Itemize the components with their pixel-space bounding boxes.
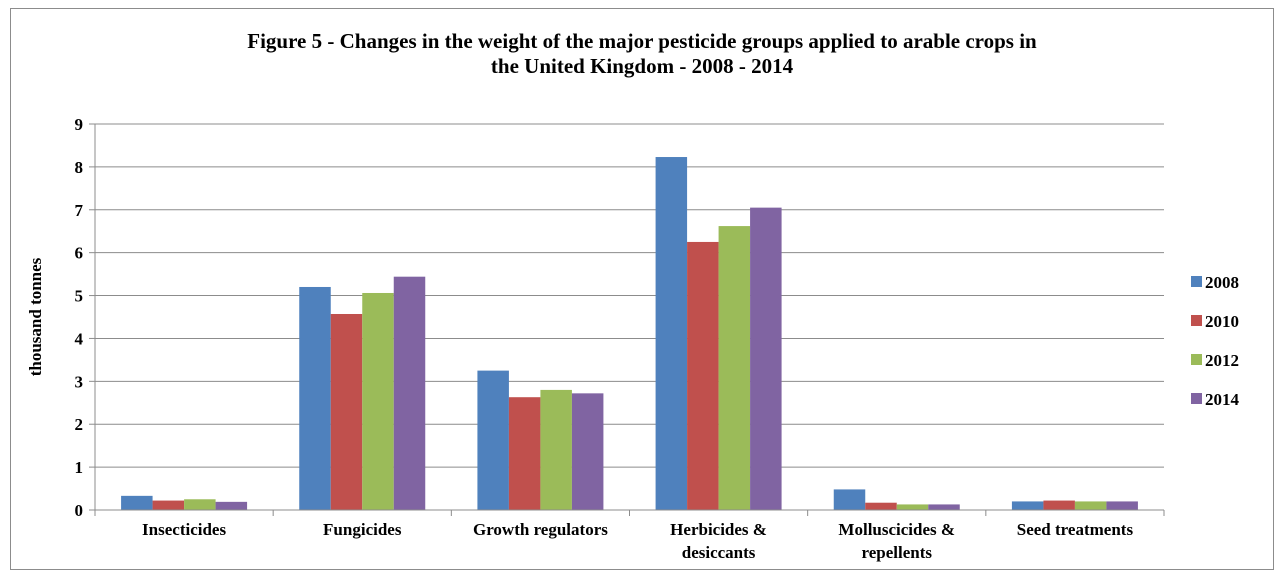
bar-2014: [1106, 501, 1138, 510]
bar-2012: [362, 292, 394, 510]
y-tick-label: 3: [75, 372, 84, 391]
legend: 2008 2010 2012 2014: [1191, 273, 1240, 409]
legend-label-2012: 2012: [1205, 351, 1239, 370]
legend-swatch-2010: [1191, 315, 1202, 326]
bar-2010: [152, 500, 185, 510]
y-tick-label: 8: [75, 158, 84, 177]
category-label: Fungicides: [323, 520, 402, 539]
gridlines: [95, 123, 1164, 468]
bar-2012: [540, 389, 572, 510]
bar-2014: [215, 501, 248, 510]
y-tick-label: 6: [75, 244, 84, 263]
bar-2014: [750, 207, 782, 510]
bar-2012: [718, 226, 751, 510]
category-label: desiccants: [682, 543, 756, 562]
bar-2010: [330, 313, 363, 510]
bar-2010: [508, 397, 541, 510]
bar-2008: [299, 286, 331, 510]
chart-title-line: Figure 5 - Changes in the weight of the …: [247, 29, 1037, 53]
chart-title: Figure 5 - Changes in the weight of the …: [247, 29, 1037, 78]
bar-2012: [896, 504, 929, 510]
category-label: Seed treatments: [1017, 520, 1134, 539]
bar-2010: [687, 241, 719, 510]
category-label: repellents: [861, 543, 932, 562]
y-tick-label: 1: [75, 458, 84, 477]
category-label: Molluscicides &: [838, 520, 955, 539]
chart-title-line: the United Kingdom - 2008 - 2014: [491, 54, 794, 78]
y-axis-title: thousand tonnes: [26, 257, 45, 376]
legend-label-2010: 2010: [1205, 312, 1239, 331]
category-label: Growth regulators: [473, 520, 608, 539]
bar-2008: [121, 495, 153, 510]
legend-swatch-2012: [1191, 354, 1202, 365]
legend-label-2014: 2014: [1205, 390, 1240, 409]
y-tick-label: 4: [75, 329, 84, 348]
category-label: Insecticides: [142, 520, 226, 539]
bar-2014: [571, 393, 604, 510]
y-tick-label: 5: [75, 287, 84, 306]
y-axis-ticks: 0 1 2 3 4 5 6 7 8 9: [75, 115, 96, 520]
y-axis-title: thousand tonnes: [26, 257, 45, 376]
bar-2014: [393, 276, 426, 510]
bar-chart: Figure 5 - Changes in the weight of the …: [26, 29, 1240, 562]
category-labels: Insecticides Fungicides Growth regulators H…: [142, 520, 1133, 562]
bar-2010: [865, 502, 897, 510]
bar-2012: [184, 499, 216, 510]
legend-swatch-2008: [1191, 276, 1202, 287]
legend-label-2008: 2008: [1205, 273, 1239, 292]
legend-swatch-2014: [1191, 393, 1202, 404]
chart-frame: Figure 5 - Changes in the weight of the …: [10, 8, 1274, 570]
y-tick-label: 7: [75, 201, 84, 220]
bar-2010: [1043, 500, 1075, 510]
bar-2008: [655, 157, 688, 510]
bar-2012: [1074, 501, 1107, 510]
x-axis: [94, 509, 1165, 516]
category-label: Herbicides &: [670, 520, 767, 539]
y-tick-label: 9: [75, 115, 84, 134]
bar-2008: [477, 370, 509, 510]
bar-2008: [1011, 501, 1044, 510]
bars: [121, 157, 1138, 510]
bar-2008: [833, 489, 866, 510]
y-tick-label: 0: [75, 501, 84, 520]
y-tick-label: 2: [75, 415, 84, 434]
bar-2014: [928, 504, 960, 510]
